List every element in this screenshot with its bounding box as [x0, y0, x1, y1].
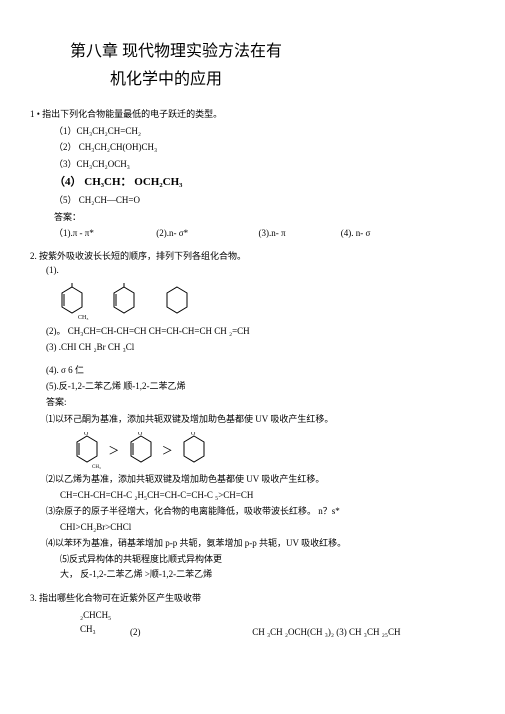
q2-answer-5b: 大， 反-1,2-二苯乙烯 >顺-1,2-二苯乙烯 [60, 568, 475, 582]
q3-f1a: ₂CHCH₅ [80, 609, 475, 623]
q2-answer-3: ⑶杂原子的原子半径增大，化合物的电离能降低，吸收带波长红移。 n？s* [46, 505, 475, 519]
question-3: 3. 指出哪些化合物可在近紫外区产生吸收带 [30, 592, 475, 606]
cyclohexane-icon [159, 283, 195, 323]
q3-opt-rest: CH ₃CH ₂OCH(CH ₃)₂ (3) CH ₃CH ₂₅CH [252, 627, 400, 637]
q1-item-2: （2） CH₃CH₂CH(OH)CH₃ [54, 141, 475, 155]
q3-options: (2) CH ₃CH ₂OCH(CH ₃)₂ (3) CH ₃CH ₂₅CH [130, 626, 475, 640]
cyclohexenone-icon: OCH₃ [54, 283, 90, 323]
q2-sub1: (1). [46, 264, 475, 278]
q2-sub5: (5).反-1,2-二苯乙烯 顺-1,2-二苯乙烯 [46, 380, 475, 394]
cyclohexenone2-icon: O [106, 283, 142, 323]
svg-text:CH₃: CH₃ [92, 465, 101, 470]
question-1: 1 • 指出下列化合物能量最低的电子跃迁的类型。 [30, 108, 475, 122]
q2-answer-5: ⑸反式异构体的共轭程度比顺式异构体更 [60, 553, 475, 567]
q1-ans-3: (3).n- π [259, 227, 339, 241]
question-2: 2. 按紫外吸收波长长短的顺序，排列下列各组化合物。 [30, 250, 475, 264]
q1-item-1: （1）CH₃CH₂CH=CH₂ [54, 125, 475, 139]
svg-text:O: O [191, 432, 196, 437]
gt2-icon: ＞ [162, 445, 173, 457]
struct-b-icon: O [124, 432, 158, 470]
q1-ans-1: （1).π - π* [54, 227, 154, 241]
q1-ans-2: (2).n- σ* [156, 227, 256, 241]
svg-text:CH₃: CH₃ [78, 315, 88, 321]
q1-item-3: （3）CH₃CH₂OCH₃ [54, 158, 475, 172]
q3-opt-2: (2) [130, 626, 250, 640]
q2-formula-2: (2)。 CH₃CH=CH-CH=CH CH=CH-CH=CH CH ₂=CH [46, 325, 475, 339]
q2-answer-2f: CH=CH-CH=CH-C ₂H₅CH=CH-C=CH-C ₅>CH=CH [60, 489, 475, 503]
q1-item-5: （5） CH₂CH—CH=O [54, 194, 475, 208]
q2-formula-3: (3) .CHI CH ₂Br CH ₃Cl [46, 341, 475, 355]
struct-a-icon: O CH₃ [70, 432, 104, 470]
q1-item-4: （4） CH₃CH： OCH₂CH₃ [54, 174, 475, 191]
q2-structures-1: OCH₃ O [54, 283, 475, 323]
svg-text:O: O [138, 432, 143, 437]
q2-structures-2: O CH₃ ＞ O ＞ O [70, 432, 475, 470]
chapter-title-1: 第八章 现代物理实验方法在有 [70, 40, 475, 64]
q2-answer-1: ⑴以环己酮为基准，添加共轭双键及增加助色基都使 UV 吸收产生红移。 [46, 413, 475, 427]
gt-icon: ＞ [108, 445, 119, 457]
svg-text:O: O [84, 432, 89, 437]
q2-answer-3f: CHI>CH₂Br>CHCl [60, 521, 475, 535]
q1-answers: （1).π - π* (2).n- σ* (3).n- π (4). n- σ [54, 227, 475, 241]
struct-c-icon: O [177, 432, 211, 470]
q2-answer-2: ⑵以乙烯为基准，添加共轭双键及增加助色基都使 UV 吸收产生红移。 [46, 473, 475, 487]
q2-sub4: (4). σ 6 仁 [46, 364, 475, 378]
q2-answer-label: 答案: [46, 396, 475, 410]
q1-ans-4: (4). n- σ [341, 227, 421, 241]
q1-answer-label: 答案： [54, 211, 475, 225]
chapter-title-2: 机化学中的应用 [110, 68, 475, 92]
q2-answer-4: ⑷以苯环为基准，硝基苯增加 p-p 共轭，氨苯增加 p-p 共轭，UV 吸收红移… [46, 537, 475, 551]
